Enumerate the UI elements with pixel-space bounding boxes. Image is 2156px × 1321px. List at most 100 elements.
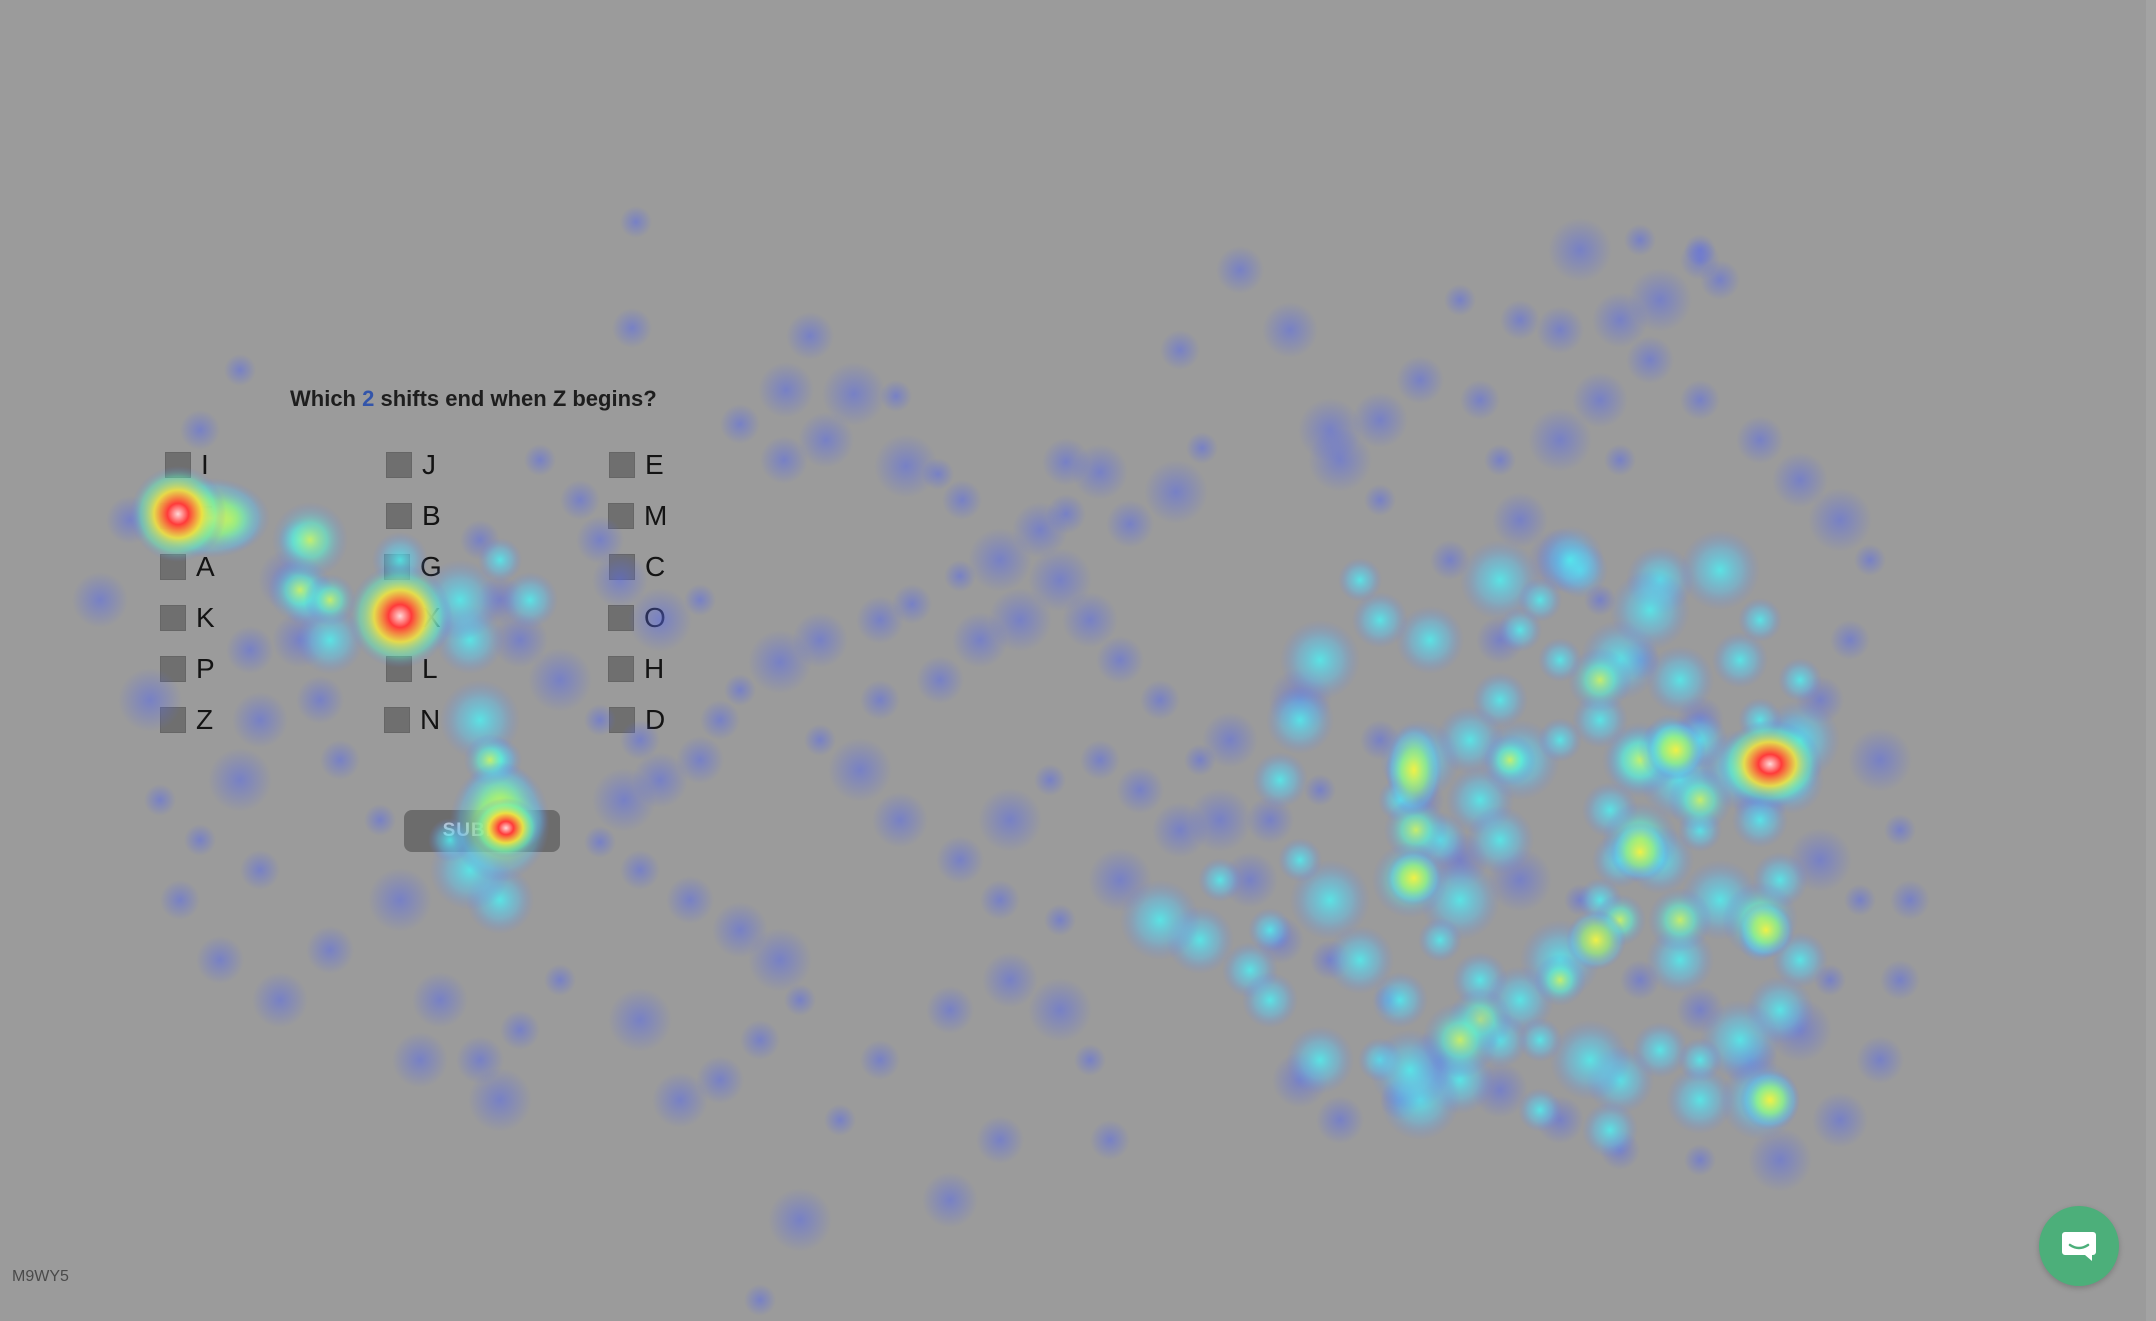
chat-button[interactable] — [2039, 1206, 2119, 1286]
option-o[interactable]: O — [608, 601, 666, 635]
option-g[interactable]: G — [384, 550, 442, 584]
heat-spot — [1564, 884, 1596, 916]
option-label-g: G — [420, 551, 442, 582]
option-i[interactable]: I — [165, 448, 209, 482]
heat-spot — [320, 740, 360, 780]
checkbox-i[interactable] — [165, 452, 191, 478]
option-h[interactable]: H — [608, 652, 664, 686]
option-label-j: J — [422, 449, 436, 480]
heat-spot — [1768, 998, 1832, 1062]
heat-spot — [748, 928, 812, 992]
heat-spot — [180, 410, 220, 450]
heat-spot — [240, 850, 280, 890]
heat-spot — [1812, 1092, 1868, 1148]
option-label-n: N — [420, 704, 441, 735]
heat-spot — [1308, 428, 1372, 492]
heat-spot — [476, 576, 524, 624]
heat-spot — [1028, 978, 1092, 1042]
checkbox-n[interactable] — [384, 707, 410, 733]
heat-spot — [1700, 730, 1780, 810]
heat-spot — [1676, 986, 1724, 1034]
option-x[interactable]: X — [386, 601, 441, 635]
checkbox-k[interactable] — [160, 605, 186, 631]
checkbox-h[interactable] — [608, 656, 634, 682]
heat-spot — [978, 788, 1042, 852]
heat-spot — [1298, 398, 1362, 462]
heat-spot — [272, 612, 328, 668]
heat-spot — [1396, 776, 1444, 824]
heat-spot — [1604, 444, 1636, 476]
heat-spot — [1372, 972, 1428, 1028]
checkbox-j[interactable] — [386, 452, 412, 478]
heat-spot — [1042, 438, 1090, 486]
checkbox-a[interactable] — [160, 554, 186, 580]
option-a[interactable]: A — [160, 550, 215, 584]
checkbox-o[interactable] — [608, 605, 634, 631]
heat-spot — [942, 480, 982, 520]
checkbox-f[interactable] — [160, 503, 186, 529]
heat-spot — [1420, 860, 1500, 940]
checkbox-p[interactable] — [160, 656, 186, 682]
heat-spot — [1592, 832, 1648, 888]
option-label-i: I — [201, 449, 209, 480]
heat-spot — [980, 880, 1020, 920]
heat-spot — [1772, 452, 1828, 508]
heat-spot — [1310, 940, 1350, 980]
option-k[interactable]: K — [160, 601, 215, 635]
scrollbar[interactable] — [2146, 0, 2156, 1321]
option-l[interactable]: L — [386, 652, 438, 686]
heat-spot — [1646, 926, 1714, 994]
checkbox-c[interactable] — [609, 554, 635, 580]
heat-spot — [1644, 714, 1696, 766]
checkbox-g[interactable] — [384, 554, 410, 580]
heat-spot — [1680, 240, 1720, 280]
heat-spot — [1626, 336, 1674, 384]
heat-spot — [1538, 638, 1582, 682]
heat-spot — [1384, 744, 1436, 796]
heat-spot — [1418, 918, 1462, 962]
checkbox-m[interactable] — [608, 503, 634, 529]
checkbox-l[interactable] — [386, 656, 412, 682]
checkbox-d[interactable] — [609, 707, 635, 733]
heat-spot — [1480, 720, 1560, 800]
heat-spot — [1738, 918, 1782, 962]
heat-spot — [1538, 718, 1582, 762]
heat-spot — [1476, 616, 1524, 664]
option-c[interactable]: C — [609, 550, 665, 584]
option-m[interactable]: M — [608, 499, 667, 533]
option-z[interactable]: Z — [160, 703, 213, 737]
checkbox-x[interactable] — [386, 605, 412, 631]
submit-button[interactable]: SUBMIT — [404, 810, 560, 852]
heat-spot — [1028, 548, 1092, 612]
option-e[interactable]: E — [609, 448, 664, 482]
heat-spot — [1778, 658, 1822, 702]
heat-spot — [696, 1056, 744, 1104]
heat-spot — [1738, 598, 1782, 642]
heat-spot — [1676, 696, 1724, 744]
heat-spot — [1684, 234, 1716, 266]
checkbox-z[interactable] — [160, 707, 186, 733]
option-j[interactable]: J — [386, 448, 436, 482]
heat-spot — [1166, 906, 1234, 974]
heat-spot — [1386, 850, 1442, 906]
heat-spot — [740, 1020, 780, 1060]
option-p[interactable]: P — [160, 652, 215, 686]
question-prefix: Which — [290, 386, 363, 411]
heat-spot — [1472, 1062, 1528, 1118]
heat-spot — [1756, 746, 1824, 814]
heat-spot — [478, 538, 522, 582]
heat-spot — [1566, 910, 1626, 970]
option-n[interactable]: N — [384, 703, 440, 737]
checkbox-b[interactable] — [386, 503, 412, 529]
option-b[interactable]: B — [386, 499, 441, 533]
option-d[interactable]: D — [609, 703, 665, 737]
heat-spot — [1668, 768, 1732, 832]
heat-spot — [1624, 224, 1656, 256]
checkbox-e[interactable] — [609, 452, 635, 478]
heat-spot — [880, 380, 912, 412]
heat-spot — [1352, 592, 1408, 648]
heat-spot — [1198, 858, 1242, 902]
heat-spot — [1106, 500, 1154, 548]
heat-spot — [1632, 1022, 1688, 1078]
option-f[interactable]: F — [160, 499, 213, 533]
